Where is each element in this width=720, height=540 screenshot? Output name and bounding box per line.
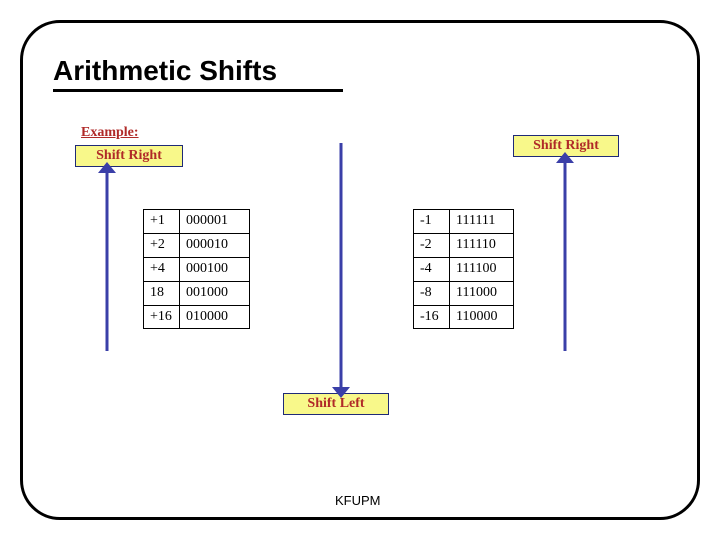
- table-cell: +2: [144, 233, 180, 257]
- footer-label: KFUPM: [335, 493, 381, 508]
- arrow-down-mid-icon: [330, 132, 352, 400]
- table-row: +4000100: [144, 257, 250, 281]
- table-cell: -2: [414, 233, 450, 257]
- table-cell: 000100: [180, 257, 250, 281]
- table-cell: -16: [414, 305, 450, 329]
- table-cell: +1: [144, 210, 180, 234]
- table-cell: 111100: [450, 257, 514, 281]
- table-row: -1111111: [414, 210, 514, 234]
- table-row: +16010000: [144, 305, 250, 329]
- slide-title: Arithmetic Shifts: [53, 55, 343, 92]
- table-row: -4111100: [414, 257, 514, 281]
- table-row: -8111000: [414, 281, 514, 305]
- table-cell: 000010: [180, 233, 250, 257]
- example-label: Example:: [81, 125, 139, 141]
- table-cell: -4: [414, 257, 450, 281]
- value-table-right: -1111111-2111110-4111100-8111000-1611000…: [413, 209, 514, 329]
- table-cell: +4: [144, 257, 180, 281]
- table-cell: 18: [144, 281, 180, 305]
- table-cell: 111110: [450, 233, 514, 257]
- table-cell: +16: [144, 305, 180, 329]
- table-row: -2111110: [414, 233, 514, 257]
- table-row: +1000001: [144, 210, 250, 234]
- arrow-up-left-icon: [96, 160, 118, 362]
- table-cell: 010000: [180, 305, 250, 329]
- table-cell: 111000: [450, 281, 514, 305]
- table-cell: -8: [414, 281, 450, 305]
- table-cell: 001000: [180, 281, 250, 305]
- table-cell: 000001: [180, 210, 250, 234]
- value-table-left: +1000001+2000010+400010018001000+1601000…: [143, 209, 250, 329]
- table-cell: 111111: [450, 210, 514, 234]
- arrow-up-right-icon: [554, 150, 576, 362]
- table-row: +2000010: [144, 233, 250, 257]
- table-row: 18001000: [144, 281, 250, 305]
- table-cell: -1: [414, 210, 450, 234]
- slide-frame: Arithmetic Shifts Example: Shift Right S…: [20, 20, 700, 520]
- table-row: -16110000: [414, 305, 514, 329]
- shift-right-box-left: Shift Right: [75, 145, 183, 167]
- table-cell: 110000: [450, 305, 514, 329]
